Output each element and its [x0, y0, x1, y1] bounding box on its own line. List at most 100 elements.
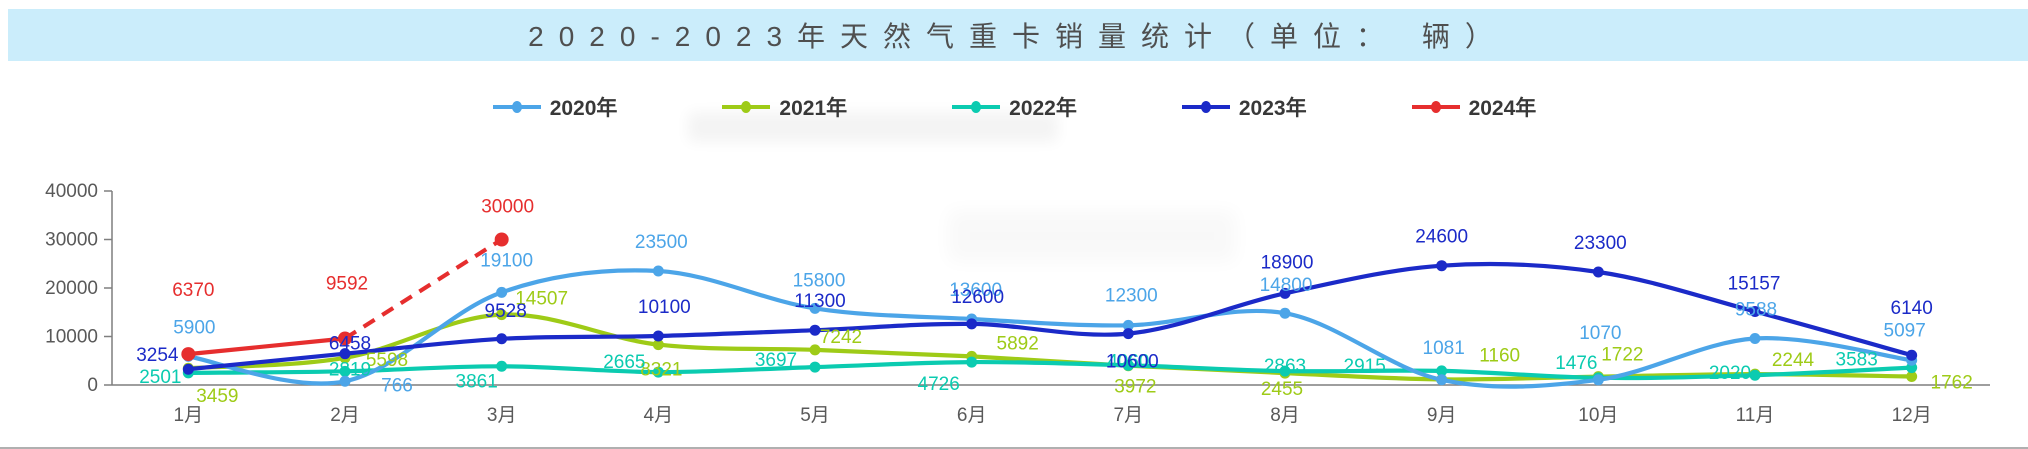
data-point-marker [1279, 365, 1291, 377]
x-axis-tick-label: 10月 [1578, 405, 1618, 426]
data-point-marker [809, 324, 821, 336]
data-label-2020年: 15800 [793, 270, 846, 291]
series-2021年 [182, 309, 1918, 385]
legend-item-label: 2023年 [1238, 97, 1307, 120]
data-point-marker [1592, 374, 1604, 386]
data-point-marker [809, 302, 821, 314]
data-point-marker [809, 361, 821, 373]
series-line [186, 261, 1914, 372]
chart-legend: 2020年 2021年 2022年 2023年 2024年 [0, 92, 2028, 122]
data-point-marker [1436, 260, 1448, 272]
legend-item-label: 2024年 [1468, 97, 1537, 120]
legend-marker-icon [492, 101, 541, 113]
data-point-marker [338, 331, 352, 346]
y-axis-tick-label: 20000 [45, 278, 98, 299]
x-axis-tick-label: 1月 [174, 405, 204, 426]
data-label-2020年: 766 [381, 375, 413, 396]
data-label-2023年: 6458 [329, 334, 371, 355]
data-point-marker [652, 366, 664, 378]
legend-item-2023年[interactable]: 2023年 [1181, 92, 1307, 122]
data-point-marker [966, 318, 978, 330]
data-label-2023年: 9528 [485, 301, 527, 322]
series-line-dashed [343, 237, 503, 341]
data-label-2022年: 2665 [603, 352, 645, 373]
y-axis-tick-label: 10000 [45, 327, 98, 348]
x-axis-tick-label: 3月 [487, 405, 517, 426]
data-point-marker [966, 356, 978, 368]
data-label-2020年: 14800 [1260, 275, 1313, 296]
data-label-2021年: 2455 [1261, 379, 1303, 400]
data-label-2021年: 5892 [997, 333, 1039, 354]
legend-item-2022年[interactable]: 2022年 [951, 92, 1077, 122]
y-axis-tick-label: 30000 [45, 230, 98, 251]
series-line [186, 268, 1914, 389]
data-point-marker [496, 333, 508, 345]
data-point-marker [652, 265, 664, 277]
data-point-marker [1436, 374, 1448, 386]
data-label-2024年: 30000 [481, 197, 534, 218]
data-point-marker [809, 344, 821, 356]
axes: 0 10000 20000 30000 40000 1月 2月 3月 4月 5月 6月 7月 8月 9月 1… [45, 181, 1990, 426]
series-2023年 [182, 260, 1918, 375]
data-label-2023年: 23300 [1574, 233, 1627, 254]
legend-item-2024年[interactable]: 2024年 [1411, 92, 1537, 122]
data-label-2023年: 18900 [1261, 252, 1314, 273]
x-axis-tick-label: 7月 [1114, 405, 1144, 426]
data-point-marker [339, 348, 351, 360]
data-label-2021年: 3972 [1114, 377, 1156, 398]
y-axis-tick-label: 0 [87, 375, 98, 396]
x-axis-tick-label: 5月 [800, 405, 830, 426]
data-label-2023年: 10100 [638, 297, 691, 318]
data-point-marker [652, 330, 664, 342]
series-line-solid [188, 336, 346, 357]
x-axis-tick-label: 2月 [330, 405, 360, 426]
data-labels: 3459 5598 14507 8321 7242 5892 3972 2455 1160 172… [136, 197, 1973, 408]
legend-marker-icon [952, 101, 1001, 113]
data-point-marker [1279, 287, 1291, 299]
chart-title-bar: 2020-2023年天然气重卡销量统计（单位： 辆） [8, 9, 2028, 61]
data-label-2023年: 10600 [1106, 352, 1159, 373]
data-label-2023年: 15157 [1728, 273, 1781, 294]
x-axis-tick-label: 11月 [1736, 405, 1775, 426]
data-label-2022年: 1476 [1555, 353, 1597, 374]
data-point-marker [652, 339, 664, 351]
data-label-2022年: 3583 [1836, 350, 1878, 371]
data-label-2022年: 2863 [1264, 356, 1306, 377]
data-label-2022年: 4060 [1107, 351, 1149, 372]
data-label-2022年: 2501 [139, 367, 181, 388]
x-axis-tick-label: 12月 [1892, 405, 1932, 426]
data-label-2022年: 2915 [1344, 356, 1386, 377]
data-label-2020年: 5097 [1884, 320, 1926, 341]
data-label-2021年: 2244 [1772, 350, 1815, 371]
data-point-marker [496, 360, 508, 372]
data-label-2023年: 24600 [1415, 227, 1468, 248]
legend-item-label: 2020年 [549, 97, 618, 120]
data-point-marker [1122, 359, 1134, 371]
data-label-2021年: 1160 [1479, 345, 1520, 366]
data-point-marker [1749, 369, 1761, 381]
legend-item-2021年[interactable]: 2021年 [721, 92, 847, 122]
data-label-2020年: 13600 [949, 280, 1002, 301]
data-label-2022年: 2819 [329, 359, 371, 380]
data-label-2022年: 3861 [456, 371, 498, 392]
legend-marker-icon [1181, 101, 1230, 113]
series-2024年 [181, 232, 509, 362]
data-point-marker [182, 363, 194, 375]
data-label-2024年: 9592 [326, 273, 368, 294]
y-axis-tick-label: 40000 [45, 181, 98, 202]
data-label-2020年: 5900 [173, 317, 215, 338]
legend-item-label: 2021年 [779, 97, 848, 120]
legend-item-2020年[interactable]: 2020年 [492, 92, 618, 122]
data-point-marker [1906, 370, 1918, 382]
legend-item-label: 2022年 [1009, 97, 1077, 120]
data-label-2020年: 9588 [1735, 299, 1777, 320]
x-axis-tick-label: 8月 [1270, 405, 1300, 426]
data-point-marker [1749, 305, 1761, 317]
window-bottom-border [0, 447, 2028, 449]
legend-marker-icon [722, 101, 771, 113]
page-title: 2020-2023年天然气重卡销量统计（单位： 辆） [528, 21, 1508, 52]
x-axis-tick-label: 9月 [1427, 405, 1457, 426]
data-point-marker [1749, 332, 1761, 344]
